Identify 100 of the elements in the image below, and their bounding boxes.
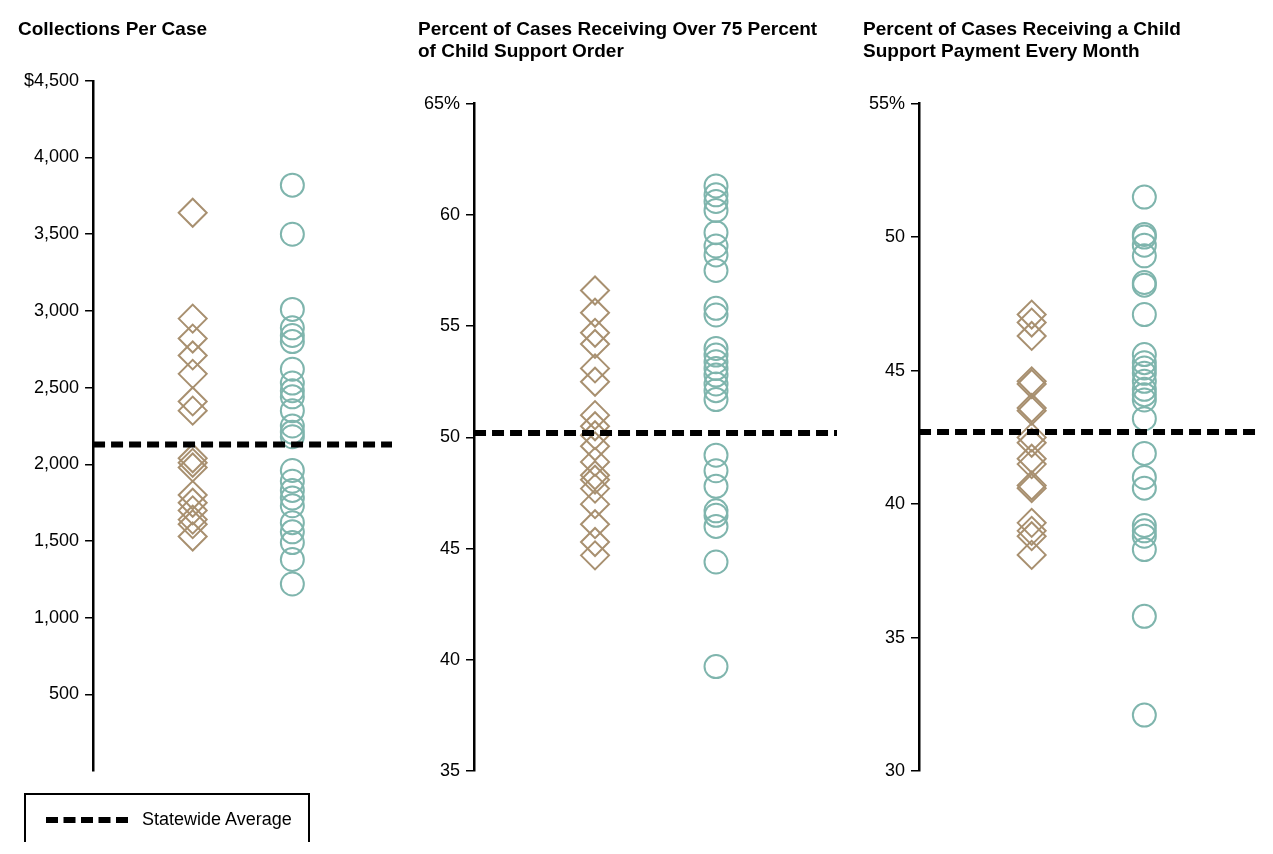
point	[177, 323, 208, 354]
point	[1016, 307, 1047, 338]
point	[580, 275, 611, 306]
y-tick-label: 50	[440, 426, 461, 447]
point	[279, 378, 305, 404]
point	[1131, 406, 1157, 432]
point	[279, 172, 305, 198]
point	[279, 477, 305, 503]
point	[703, 258, 729, 283]
point	[580, 526, 611, 557]
point	[580, 400, 611, 431]
point	[279, 370, 305, 396]
point	[1131, 382, 1157, 408]
point	[279, 519, 305, 545]
point	[279, 571, 305, 597]
point	[703, 220, 729, 246]
point	[279, 530, 305, 556]
point	[580, 420, 611, 451]
point	[1016, 449, 1047, 480]
point	[580, 328, 611, 359]
point	[1131, 355, 1157, 381]
point	[1131, 184, 1157, 210]
point	[1016, 515, 1047, 546]
point	[177, 487, 208, 518]
y-tick-label: 2,500	[34, 376, 80, 397]
point	[703, 371, 729, 397]
y-tick-label: 500	[49, 683, 80, 704]
point	[1131, 440, 1157, 466]
point	[1131, 376, 1157, 402]
chart-title: Collections Per Case	[18, 17, 208, 39]
point	[279, 485, 305, 511]
point	[703, 442, 729, 468]
point	[279, 384, 305, 410]
y-tick-label: 1,000	[34, 606, 80, 627]
point	[580, 431, 611, 462]
chart-title: Percent of Cases Receiving Over 75 Percent of Child Support Order	[418, 17, 818, 62]
point	[1131, 243, 1157, 269]
point	[1131, 603, 1157, 629]
point	[703, 182, 729, 208]
point	[177, 521, 208, 552]
point	[1131, 513, 1157, 539]
point	[580, 473, 611, 504]
point	[1016, 521, 1047, 552]
y-tick-label: 55	[440, 315, 461, 336]
point	[279, 398, 305, 424]
point	[1131, 302, 1157, 328]
y-tick-label: 45	[440, 537, 461, 558]
point	[177, 395, 208, 426]
y-tick-label: 2,000	[34, 453, 80, 474]
point	[703, 362, 729, 388]
point	[703, 549, 729, 575]
point	[1131, 702, 1157, 728]
y-tick-label: 30	[885, 760, 906, 781]
y-tick-label: 35	[440, 760, 461, 781]
point	[1131, 518, 1157, 544]
point	[1131, 464, 1157, 490]
point	[279, 296, 305, 322]
point	[279, 457, 305, 483]
point	[1131, 387, 1157, 413]
y-tick-label: 55%	[869, 92, 906, 113]
point	[703, 378, 729, 404]
y-tick-label: 60	[440, 203, 461, 224]
point	[703, 302, 729, 328]
point	[279, 493, 305, 519]
point	[703, 654, 729, 680]
y-tick-label: 45	[885, 359, 906, 380]
y-tick-label: 3,500	[34, 223, 80, 244]
point	[1016, 539, 1047, 570]
y-tick-label: 65%	[424, 92, 461, 113]
y-tick-label: 40	[440, 648, 461, 669]
y-tick-label: 35	[885, 626, 906, 647]
point	[580, 489, 611, 520]
point	[177, 303, 208, 334]
point	[1131, 342, 1157, 368]
point	[580, 297, 611, 328]
y-tick-label: 40	[885, 493, 906, 514]
y-tick-label: 3,000	[34, 299, 80, 320]
point	[580, 366, 611, 397]
point	[279, 315, 305, 341]
point	[177, 386, 208, 417]
point	[703, 233, 729, 259]
point	[279, 424, 305, 450]
point	[703, 513, 729, 539]
point	[279, 468, 305, 494]
y-tick-label: 50	[885, 226, 906, 247]
point	[580, 446, 611, 477]
point	[177, 358, 208, 389]
point	[279, 221, 305, 247]
point	[703, 342, 729, 368]
point	[1131, 350, 1157, 376]
point	[580, 509, 611, 540]
point	[703, 335, 729, 361]
point	[703, 473, 729, 499]
point	[1131, 360, 1157, 386]
point	[1016, 507, 1047, 538]
point	[1131, 475, 1157, 501]
y-tick-label: 4,000	[34, 146, 80, 167]
point	[703, 197, 729, 223]
point	[703, 189, 729, 215]
point	[1131, 523, 1157, 549]
